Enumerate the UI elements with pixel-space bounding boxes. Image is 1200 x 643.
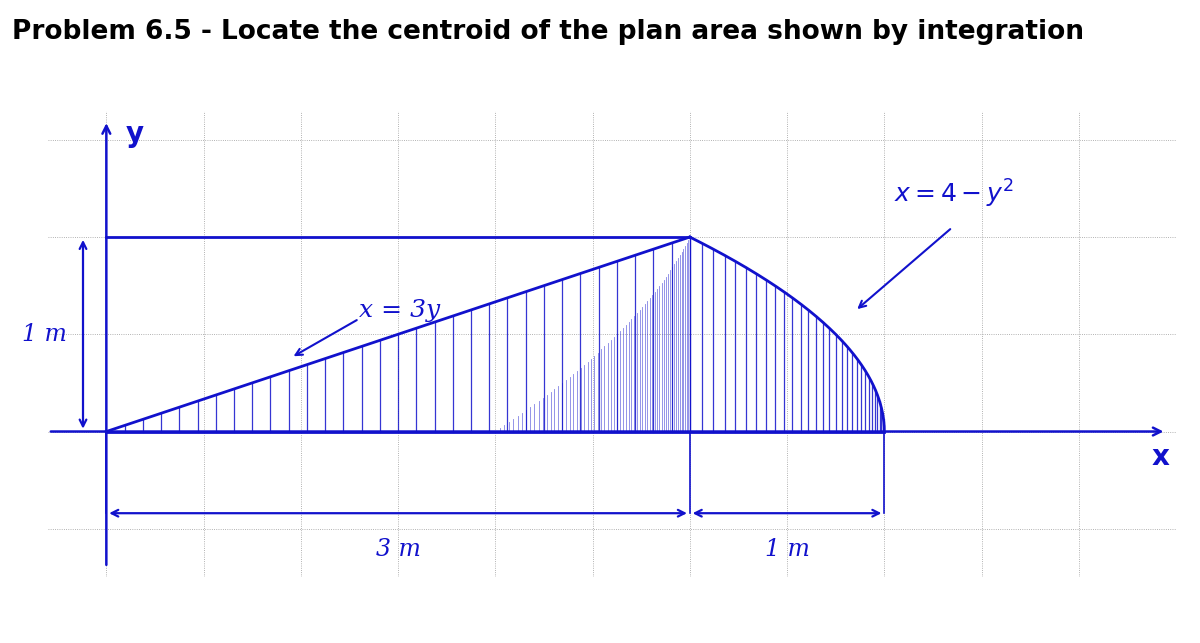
Text: 1 m: 1 m [764,538,810,561]
Text: Problem 6.5 - Locate the centroid of the plan area shown by integration: Problem 6.5 - Locate the centroid of the… [12,19,1084,45]
Text: 3 m: 3 m [376,538,420,561]
Text: $x = 4 - y^2$: $x = 4 - y^2$ [894,178,1014,210]
Text: y: y [126,120,144,149]
Text: x = 3y: x = 3y [359,300,440,322]
Text: 1 m: 1 m [22,323,66,346]
Text: x: x [1152,443,1169,471]
